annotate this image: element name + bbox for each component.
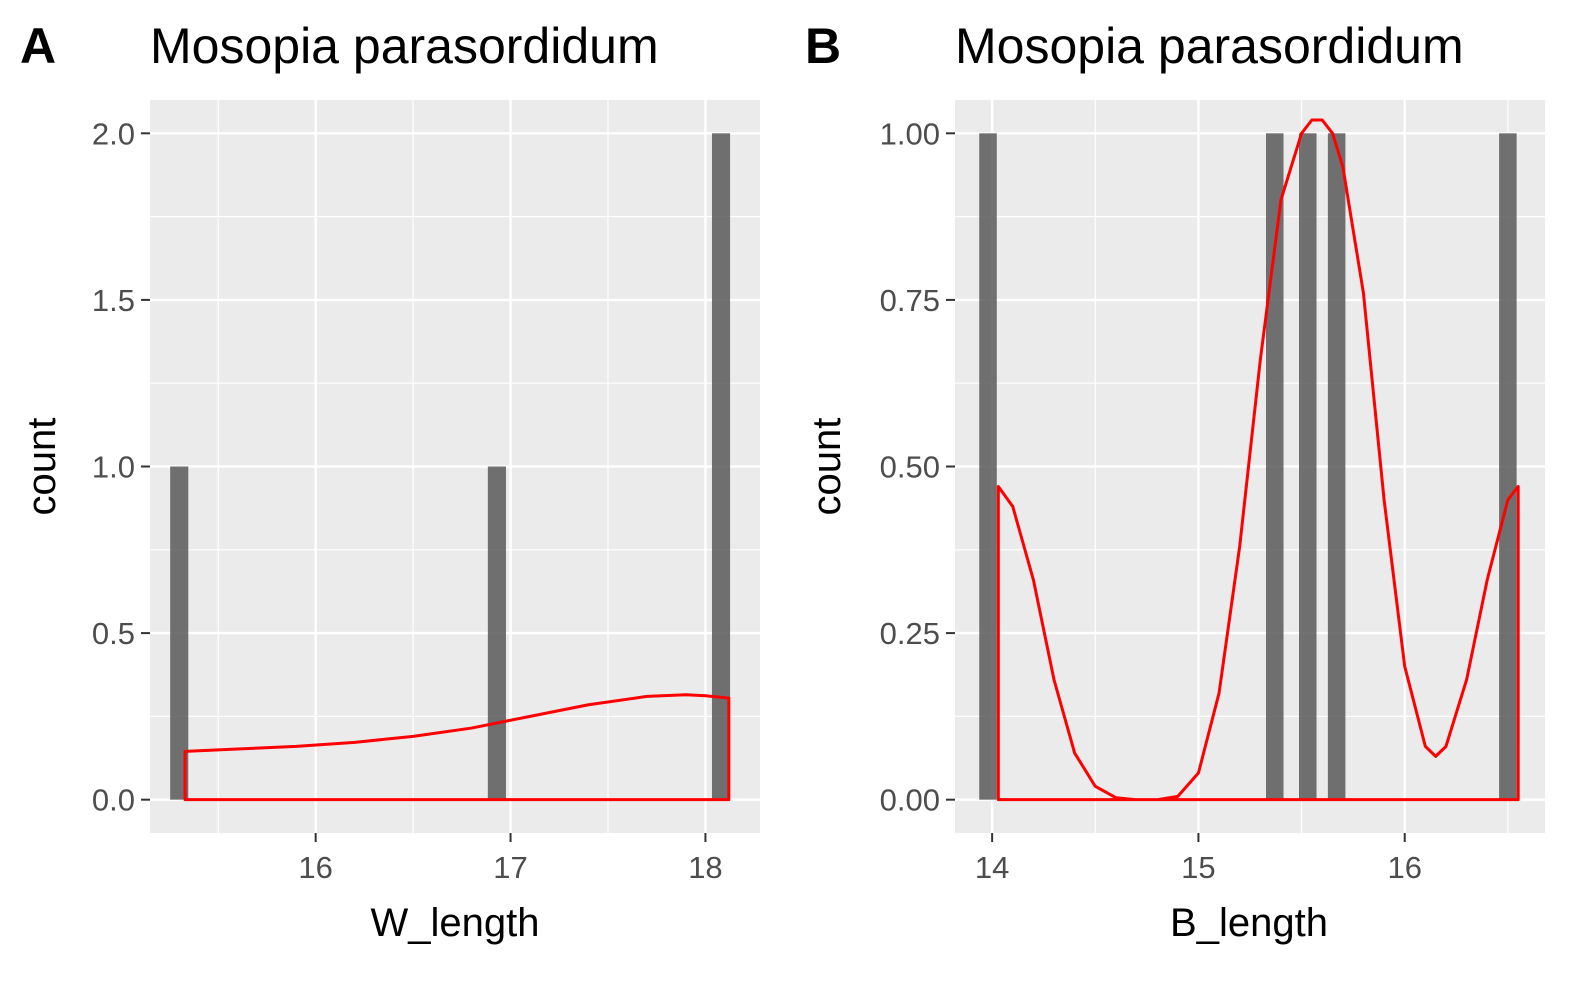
y-tick-label: 0.25 [880, 616, 940, 651]
histogram-bar-2 [1265, 133, 1284, 800]
histogram-bar-1 [979, 133, 997, 800]
y-tick-label: 1.0 [92, 450, 135, 485]
y-axis: 0.00 0.25 0.50 0.75 1.00 [880, 116, 955, 818]
y-tick-label: 0.0 [92, 783, 135, 818]
panel-tag: B [805, 18, 841, 74]
x-tick-label: 16 [1387, 850, 1421, 885]
y-axis: 0.0 0.5 1.0 1.5 2.0 [92, 116, 150, 818]
x-axis-title: W_length [371, 901, 540, 945]
panel-tag: A [20, 18, 56, 74]
chart-panel-a: A Mosopia parasordidum 0.0 0.5 1.0 1.5 2.0 16 17… [20, 18, 760, 945]
x-axis: 16 17 18 [298, 833, 723, 885]
x-tick-label: 14 [975, 850, 1009, 885]
x-tick-label: 18 [688, 850, 722, 885]
y-axis-title: count [805, 418, 849, 516]
histogram-bar-1 [170, 466, 189, 800]
histogram-bar-4 [1327, 133, 1346, 800]
x-tick-label: 17 [493, 850, 527, 885]
y-tick-label: 0.00 [880, 783, 940, 818]
chart-panel-b: B Mosopia parasordidum 0.00 0.25 0.50 0.75 1.0… [805, 18, 1545, 945]
chart-title: Mosopia parasordidum [150, 18, 659, 74]
histogram-bars [170, 133, 731, 800]
density-curve [183, 693, 731, 802]
y-tick-label: 1.5 [92, 283, 135, 318]
x-tick-label: 16 [298, 850, 332, 885]
y-tick-label: 0.75 [880, 283, 940, 318]
y-tick-label: 0.50 [880, 450, 940, 485]
histogram-bar-3 [1298, 133, 1317, 800]
histogram-bar-3 [711, 133, 731, 800]
y-tick-label: 0.5 [92, 616, 135, 651]
chart-title: Mosopia parasordidum [955, 18, 1464, 74]
y-tick-label: 2.0 [92, 116, 135, 151]
histogram-bars [979, 133, 1517, 800]
density-curve [996, 118, 1520, 802]
histogram-bar-2 [487, 466, 506, 800]
y-tick-label: 1.00 [880, 116, 940, 151]
x-axis-title: B_length [1170, 901, 1328, 945]
x-tick-label: 15 [1181, 850, 1215, 885]
x-axis: 14 15 16 [975, 833, 1422, 885]
y-axis-title: count [20, 418, 64, 516]
histogram-bar-5 [1499, 133, 1517, 800]
